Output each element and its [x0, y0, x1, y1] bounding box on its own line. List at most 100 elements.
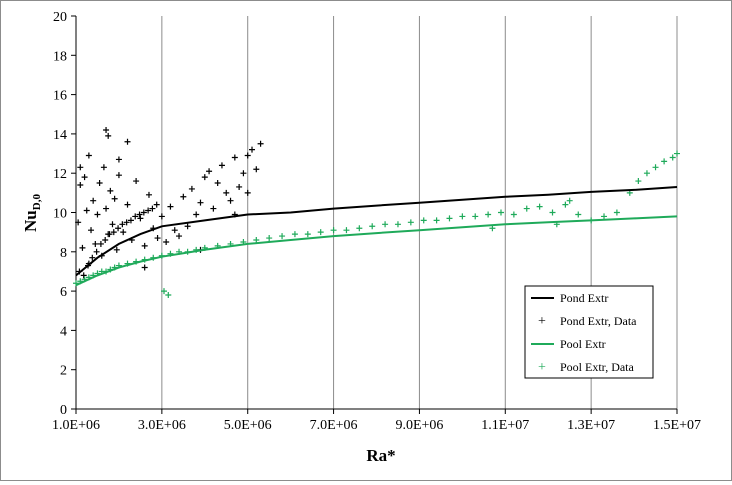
- data-point: [158, 213, 165, 220]
- data-point: [304, 231, 311, 238]
- y-tick-label: 12: [53, 167, 67, 182]
- data-point: [165, 292, 172, 299]
- data-point: [210, 205, 217, 212]
- y-tick-label: 0: [60, 403, 67, 418]
- y-axis-title: NuD,0: [21, 194, 43, 232]
- data-point: [88, 227, 95, 234]
- data-point: [218, 162, 225, 169]
- data-point: [206, 168, 213, 175]
- data-point: [562, 201, 569, 208]
- data-point: [549, 209, 556, 216]
- x-tick-label: 1.3E+07: [567, 418, 615, 433]
- x-tick-label: 1.1E+07: [481, 418, 529, 433]
- data-point: [369, 223, 376, 230]
- data-point: [510, 211, 517, 218]
- x-tick-label: 5.0E+06: [224, 418, 272, 433]
- data-point: [330, 227, 337, 234]
- data-point: [176, 233, 183, 240]
- legend-label-pool-line: Pool Extr: [560, 337, 606, 351]
- data-point: [85, 152, 92, 159]
- data-point: [103, 126, 110, 133]
- y-tick-label: 10: [53, 207, 67, 222]
- data-point: [214, 180, 221, 187]
- data-point: [93, 248, 100, 255]
- data-point: [601, 213, 608, 220]
- data-point: [180, 193, 187, 200]
- data-point: [236, 183, 243, 190]
- data-point: [149, 205, 156, 212]
- data-point: [115, 156, 122, 163]
- data-point: [669, 154, 676, 161]
- data-point: [652, 164, 659, 171]
- data-point: [137, 215, 144, 222]
- data-point: [127, 217, 134, 224]
- data-point: [120, 229, 127, 236]
- data-point: [485, 211, 492, 218]
- legend-label-pond-data: Pond Extr, Data: [560, 314, 637, 328]
- data-point: [253, 237, 260, 244]
- data-point: [109, 221, 116, 228]
- data-point: [188, 185, 195, 192]
- data-point: [141, 242, 148, 249]
- data-point: [89, 254, 96, 261]
- y-tick-label: 2: [60, 364, 67, 379]
- data-point: [566, 197, 573, 204]
- data-point: [193, 211, 200, 218]
- data-point: [119, 221, 126, 228]
- data-point: [161, 288, 168, 295]
- data-point: [257, 140, 264, 147]
- data-point: [141, 264, 148, 271]
- data-point: [635, 178, 642, 185]
- data-point: [80, 272, 87, 279]
- data-point: [133, 178, 140, 185]
- data-point: [343, 227, 350, 234]
- y-tick-label: 8: [60, 246, 67, 261]
- data-point: [97, 240, 104, 247]
- data-point: [75, 219, 82, 226]
- data-point: [153, 201, 160, 208]
- legend: Pond Extr + Pond Extr, Data Pool Extr + …: [524, 285, 654, 379]
- data-point: [661, 158, 668, 165]
- data-point: [140, 209, 147, 216]
- data-point: [266, 235, 273, 242]
- x-axis-title: Ra*: [366, 446, 395, 465]
- data-point: [124, 138, 131, 145]
- data-point: [394, 221, 401, 228]
- data-point: [83, 207, 90, 214]
- data-point: [81, 174, 88, 181]
- data-point: [446, 215, 453, 222]
- data-point: [489, 225, 496, 232]
- y-tick-label: 18: [53, 49, 67, 64]
- data-point: [96, 180, 103, 187]
- data-point: [111, 195, 118, 202]
- data-point: [79, 244, 86, 251]
- data-point: [124, 201, 131, 208]
- data-point: [132, 213, 139, 220]
- legend-label-pond-line: Pond Extr: [560, 291, 608, 305]
- data-point: [231, 154, 238, 161]
- data-point: [100, 164, 107, 171]
- data-point: [356, 225, 363, 232]
- data-point: [643, 170, 650, 177]
- data-point: [90, 197, 97, 204]
- legend-swatch-pond-data: +: [538, 314, 546, 329]
- data-point: [227, 197, 234, 204]
- series-line: [75, 215, 678, 287]
- data-point: [77, 164, 84, 171]
- x-tick-label: 1.0E+06: [52, 418, 100, 433]
- data-point: [575, 211, 582, 218]
- data-point: [136, 211, 143, 218]
- data-point: [433, 217, 440, 224]
- data-point: [115, 225, 122, 232]
- y-tick-label: 20: [53, 10, 67, 25]
- data-point: [291, 231, 298, 238]
- x-tick-label: 9.0E+06: [395, 418, 443, 433]
- data-point: [249, 146, 256, 153]
- data-point: [171, 227, 178, 234]
- data-point: [407, 219, 414, 226]
- data-point: [317, 229, 324, 236]
- y-axis-title-subscript: D,0: [31, 194, 43, 211]
- data-point: [113, 246, 120, 253]
